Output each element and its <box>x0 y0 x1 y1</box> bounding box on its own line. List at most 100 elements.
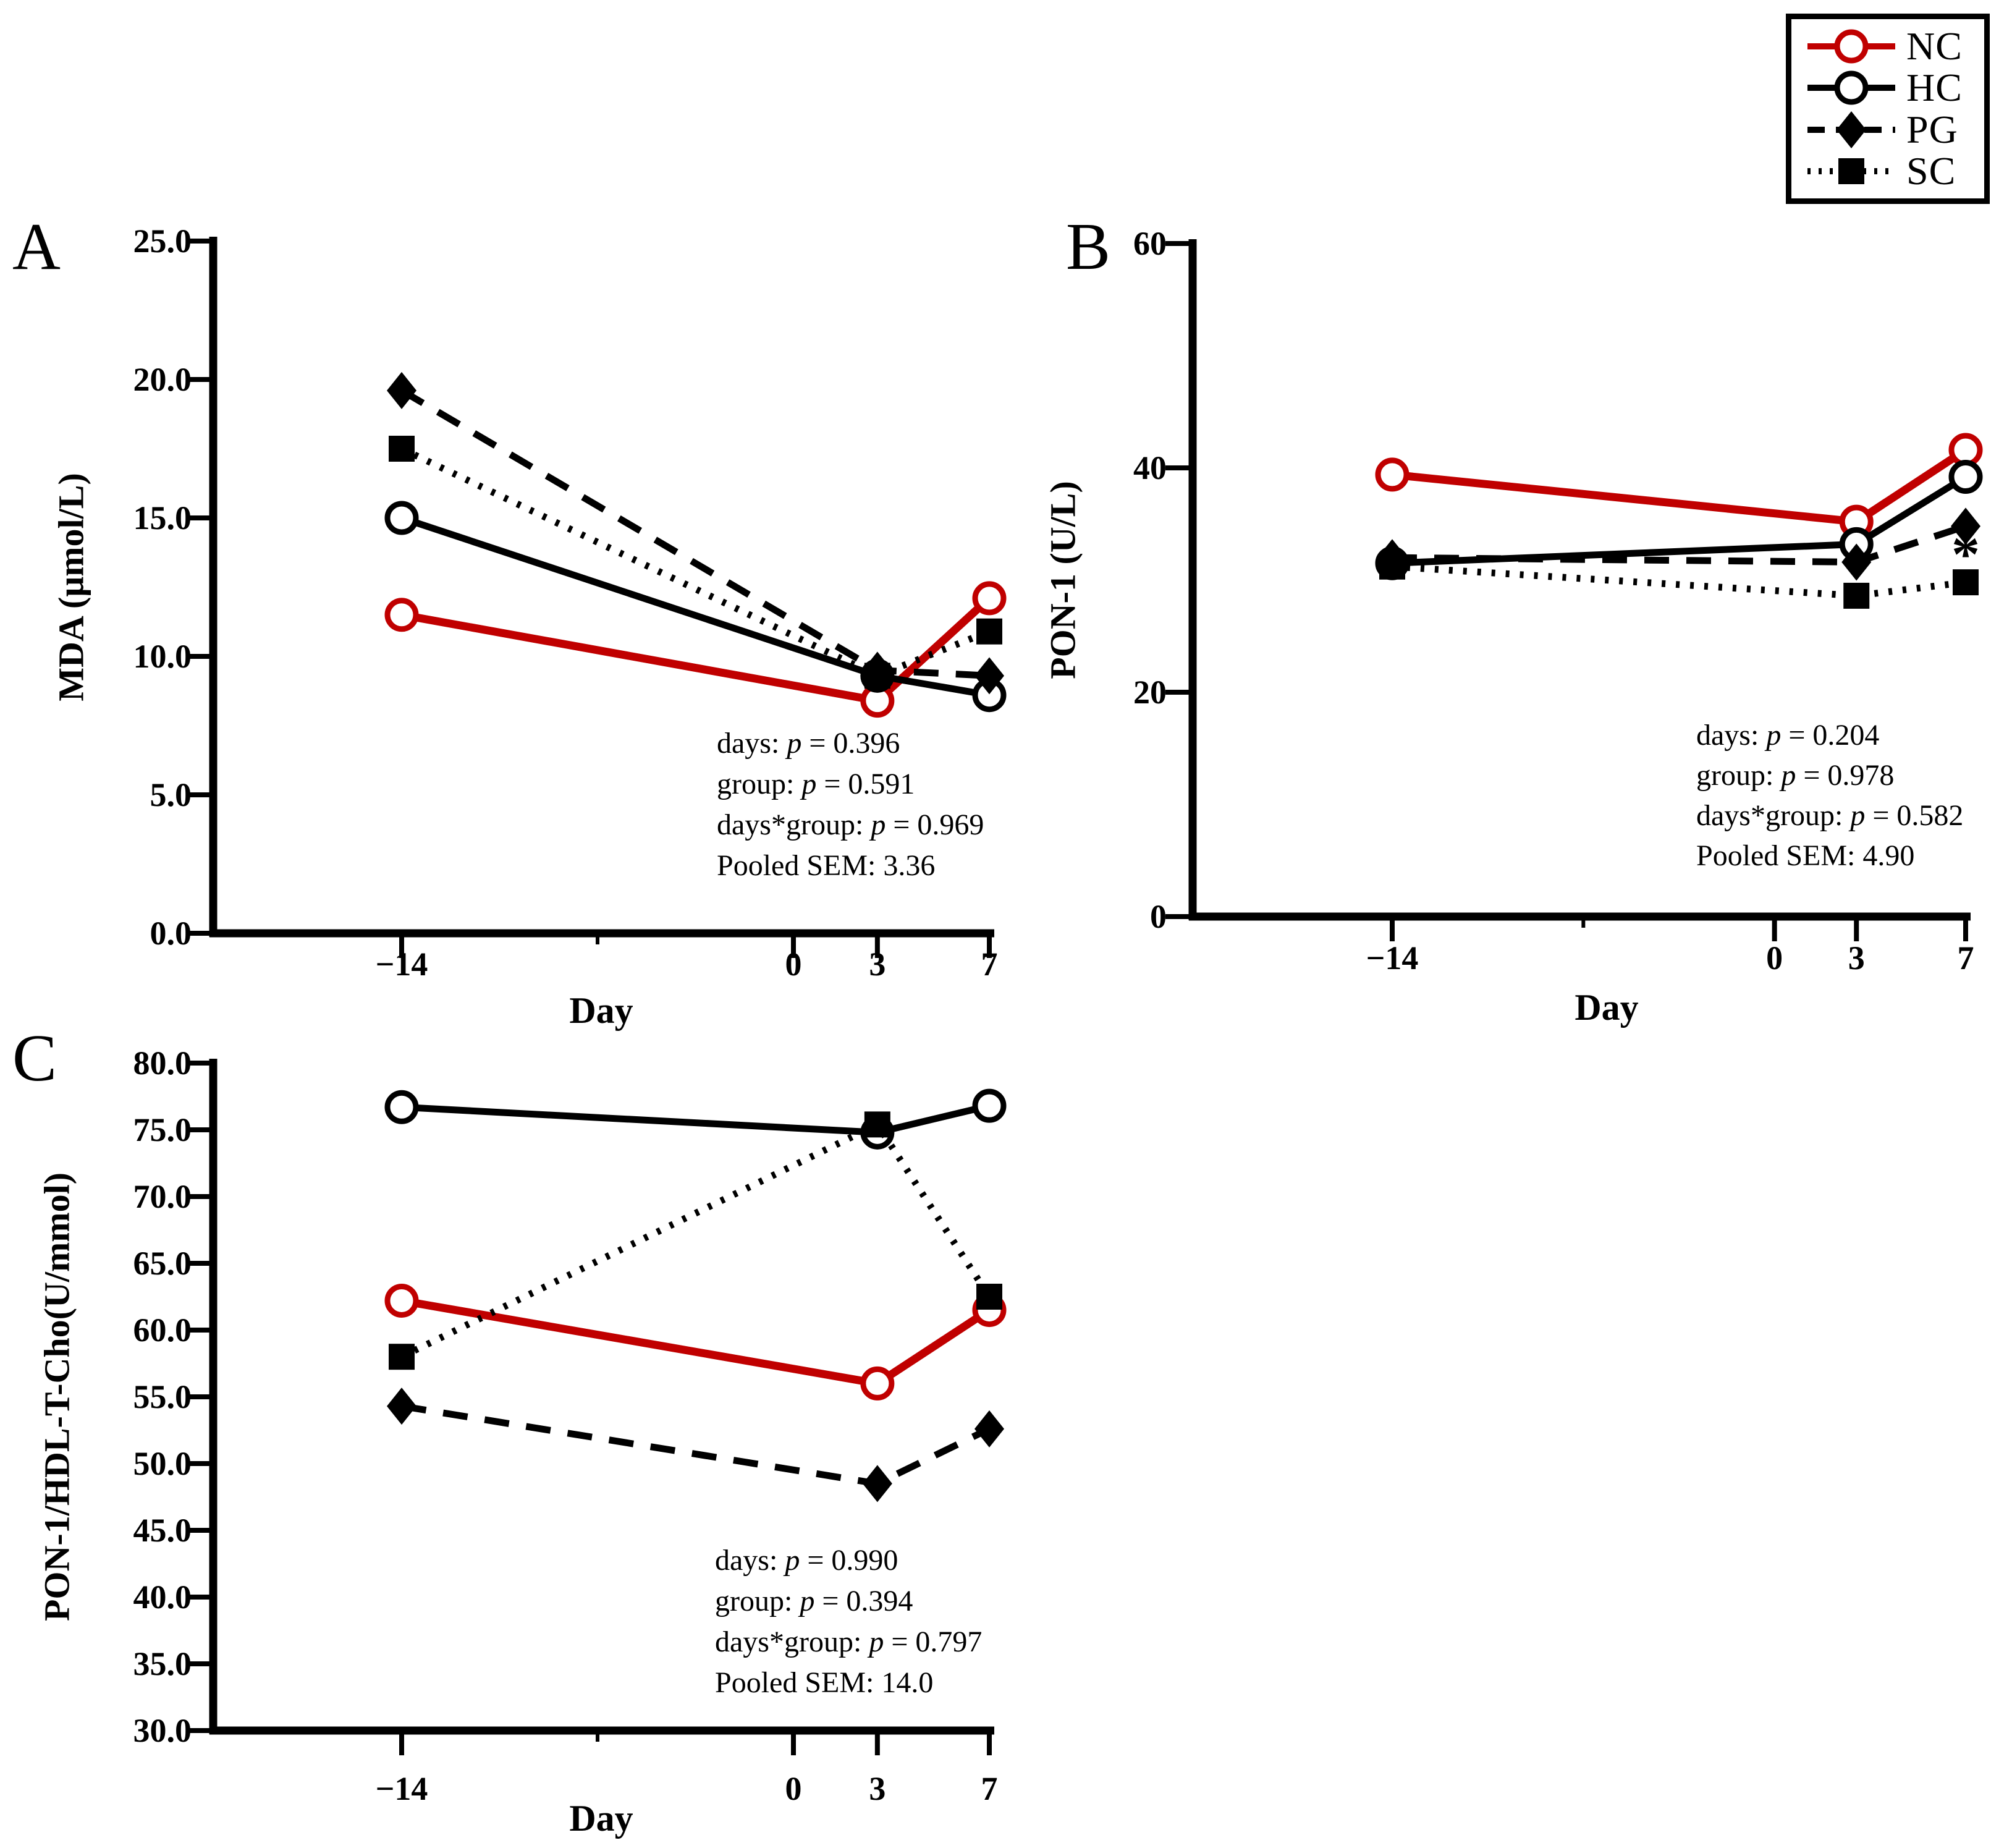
series-sc-markers <box>389 1111 1002 1370</box>
x-tick-label: 0 <box>785 1770 802 1807</box>
series-nc-markers <box>384 581 1007 718</box>
data-point-filled-diamond <box>387 1388 416 1425</box>
data-point-filled-diamond <box>1951 507 1980 545</box>
stats-line: Pooled SEM: 4.90 <box>1696 839 1914 872</box>
y-tick-label: 0 <box>1150 898 1167 935</box>
legend-sample-pg-line-icon <box>1807 111 1895 148</box>
data-point-filled-diamond <box>1837 111 1866 148</box>
stats-line: days: p = 0.990 <box>715 1544 898 1577</box>
data-point-open-circle <box>972 581 1007 616</box>
y-tick-label: 60.0 <box>133 1312 192 1349</box>
legend-item-pg: PG <box>1805 107 1980 151</box>
series-hc-line <box>1392 473 1968 567</box>
series-pg-markers <box>387 1388 1004 1503</box>
data-point-filled-diamond <box>974 1410 1004 1447</box>
y-tick-label: 5.0 <box>150 776 192 813</box>
data-point-filled-square <box>864 663 890 689</box>
stats-line: days*group: p = 0.969 <box>717 808 984 841</box>
y-tick-label: 25.0 <box>133 223 192 260</box>
data-point-open-circle <box>384 1283 419 1318</box>
series-nc-line <box>1392 446 1968 526</box>
legend-label-pg: PG <box>1906 107 1958 151</box>
x-tick-label: −14 <box>376 1770 428 1807</box>
legend-item-sc: SC <box>1805 151 1980 191</box>
y-tick-label: 20 <box>1133 674 1167 711</box>
legend-sample-nc-line-icon <box>1807 29 1895 64</box>
stats-line: days: p = 0.396 <box>717 727 900 760</box>
series-sc-line <box>1392 563 1966 600</box>
data-point-filled-square <box>976 1284 1002 1310</box>
data-point-open-circle <box>384 598 419 632</box>
data-point-filled-diamond <box>387 371 416 409</box>
x-tick-label: 0 <box>785 946 802 983</box>
stats-line: group: p = 0.978 <box>1696 759 1894 792</box>
legend-item-nc: NC <box>1805 26 1980 66</box>
series-hc-markers <box>384 1088 1007 1150</box>
y-tick-label: 60 <box>1133 225 1167 262</box>
data-point-open-circle <box>1834 70 1869 105</box>
stats-line: days: p = 0.204 <box>1696 719 1879 752</box>
y-tick-label: 20.0 <box>133 361 192 398</box>
x-tick-label: 7 <box>981 946 998 983</box>
x-axis-title: Day <box>569 1798 633 1839</box>
data-point-open-circle <box>972 1088 1007 1123</box>
x-tick-label: 3 <box>869 1770 886 1807</box>
data-point-filled-square <box>389 436 415 462</box>
y-tick-label: 15.0 <box>133 499 192 536</box>
x-tick-label: 7 <box>1958 939 1974 977</box>
stats-line: days*group: p = 0.582 <box>1696 799 1963 832</box>
series-nc-markers <box>384 1283 1007 1401</box>
y-tick-label: 40 <box>1133 449 1167 486</box>
y-tick-label: 0.0 <box>150 915 192 952</box>
y-tick-label: 10.0 <box>133 638 192 675</box>
data-point-open-circle <box>384 501 419 535</box>
panel-label-c: C <box>12 1022 57 1095</box>
series-sc-markers <box>389 436 1002 689</box>
data-point-open-circle <box>1834 29 1869 64</box>
x-axis-title: Day <box>1575 987 1638 1028</box>
y-axis-title: PON-1 (U/L) <box>1043 481 1083 679</box>
y-tick-label: 55.0 <box>133 1378 192 1415</box>
legend: NC HC PG SC <box>1786 14 1990 204</box>
y-tick-label: 80.0 <box>133 1045 192 1082</box>
data-point-filled-square <box>389 1344 415 1370</box>
data-point-filled-diamond <box>1841 543 1872 581</box>
legend-label-hc: HC <box>1906 66 1963 110</box>
series-pg-markers <box>387 371 1004 695</box>
data-point-filled-diamond <box>862 1465 892 1503</box>
series-sc-markers <box>1379 553 1979 609</box>
series-sc-line <box>400 1120 992 1360</box>
x-tick-label: 7 <box>981 1770 998 1807</box>
x-tick-label: 0 <box>1766 939 1783 977</box>
stats-line: Pooled SEM: 14.0 <box>715 1666 933 1699</box>
data-point-filled-square <box>1843 582 1870 609</box>
panel-a: A 0.0 5.0 10.0 15.0 20.0 25.0 −14 0 3 7 MDA (μmol/L… <box>12 210 1007 1031</box>
series-pg-line <box>401 1402 991 1488</box>
legend-sample-sc-line-icon <box>1807 158 1895 185</box>
y-tick-label: 65.0 <box>133 1245 192 1282</box>
data-point-filled-square <box>976 618 1002 645</box>
x-tick-label: 3 <box>1848 939 1865 977</box>
y-axis-title: MDA (μmol/L) <box>51 473 91 701</box>
data-point-filled-square <box>1953 569 1979 596</box>
x-axis-title: Day <box>569 990 633 1031</box>
panel-label-b: B <box>1066 210 1110 284</box>
stats-line: Pooled SEM: 3.36 <box>717 849 935 882</box>
legend-sample-hc-line-icon <box>1807 70 1895 105</box>
x-tick-label: −14 <box>376 946 428 983</box>
series-nc-line <box>400 1297 992 1388</box>
y-tick-label: 40.0 <box>133 1579 192 1616</box>
data-point-filled-square <box>864 1111 890 1138</box>
panel-b: B 0 20 40 60 −14 0 3 7 PON-1 (U/L) Day days: p = 0.… <box>1043 210 1983 1028</box>
significance-asterisk: * <box>1951 523 1980 586</box>
y-tick-label: 70.0 <box>133 1178 192 1215</box>
legend-item-hc: HC <box>1805 68 1980 108</box>
stats-line: days*group: p = 0.797 <box>715 1625 982 1658</box>
data-point-open-circle <box>1375 457 1410 492</box>
y-tick-label: 75.0 <box>133 1111 192 1148</box>
panel-c: C 30.0 35.0 40.0 45.0 50.0 55.0 60.0 65.0 70.0 75.… <box>12 1022 1007 1839</box>
panel-label-a: A <box>12 210 61 284</box>
data-point-filled-diamond <box>974 657 1004 695</box>
y-tick-label: 45.0 <box>133 1512 192 1549</box>
